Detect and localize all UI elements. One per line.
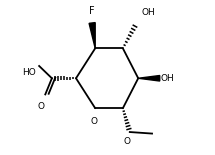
Text: OH: OH (161, 74, 175, 83)
Text: O: O (38, 102, 45, 111)
Text: O: O (124, 137, 131, 146)
Text: HO: HO (22, 68, 36, 77)
Text: F: F (89, 6, 95, 16)
Polygon shape (138, 75, 160, 81)
Text: O: O (91, 117, 98, 126)
Polygon shape (89, 23, 95, 48)
Text: OH: OH (141, 8, 155, 17)
